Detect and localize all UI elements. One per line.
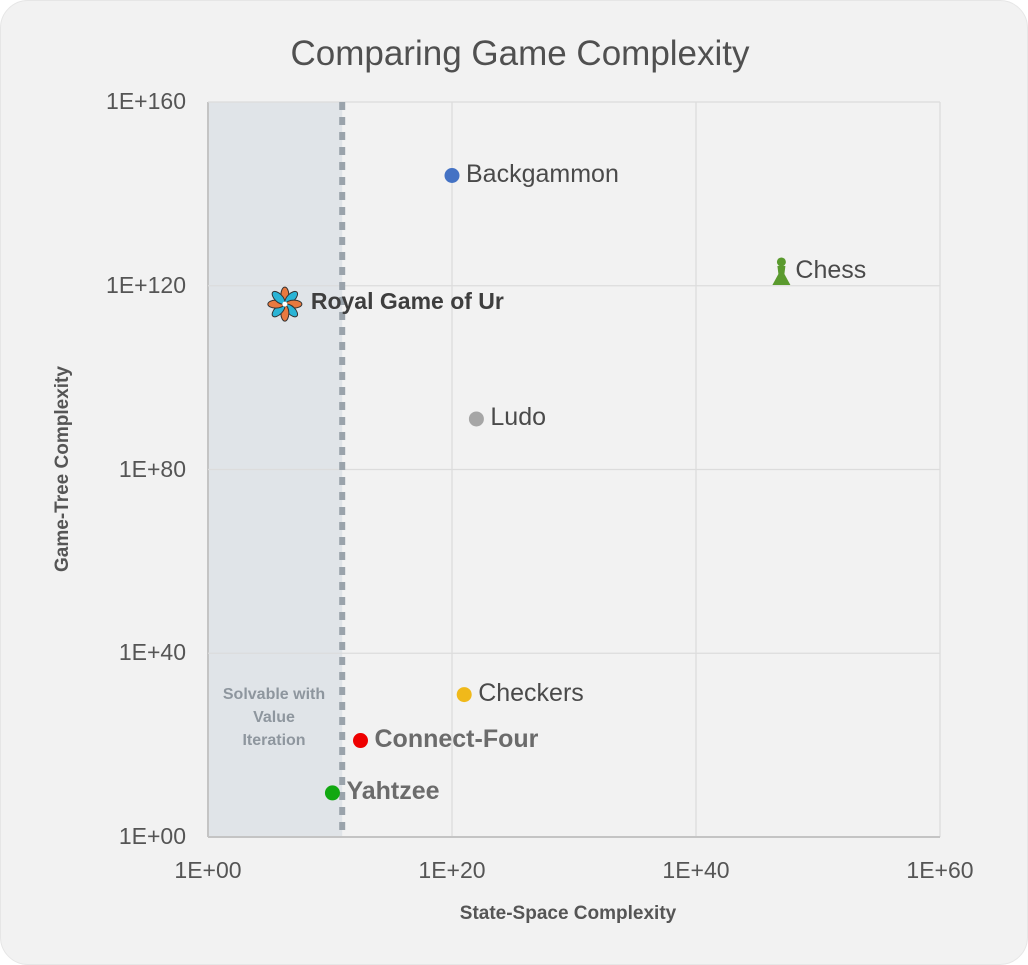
data-point-yahtzee	[324, 785, 340, 801]
x-axis-label: State-Space Complexity	[459, 903, 677, 924]
point-label: Yahtzee	[346, 776, 440, 805]
y-axis-label: Game-Tree Complexity	[52, 366, 73, 572]
chart-title: Comparing Game Complexity	[290, 34, 750, 73]
data-point-checkers	[456, 687, 472, 703]
y-tick-label: 1E+40	[118, 639, 186, 666]
rosette-icon	[267, 286, 303, 322]
y-tick-label: 1E+80	[118, 455, 186, 482]
y-tick-label: 1E+160	[106, 88, 186, 114]
chess-pawn-icon	[772, 257, 791, 285]
y-tick-label: 1E+120	[106, 271, 186, 298]
x-tick-label: 1E+00	[174, 857, 242, 883]
x-tick-label: 1E+60	[906, 857, 974, 883]
data-point-ludo	[468, 411, 484, 427]
data-point-connect-four	[353, 733, 368, 749]
point-label: Connect-Four	[374, 724, 539, 753]
solvable-region-label: Solvable with Value Iteration	[222, 686, 326, 749]
point-label: Backgammon	[466, 159, 619, 188]
data-point-backgammon	[444, 168, 460, 183]
point-label: Ludo	[490, 402, 547, 431]
point-label: Chess	[795, 255, 867, 284]
point-label: Royal Game of Ur	[310, 288, 504, 315]
y-tick-label: 1E+00	[118, 823, 186, 849]
point-label: Checkers	[478, 678, 584, 707]
x-tick-label: 1E+40	[662, 857, 730, 883]
x-tick-label: 1E+20	[418, 857, 486, 883]
